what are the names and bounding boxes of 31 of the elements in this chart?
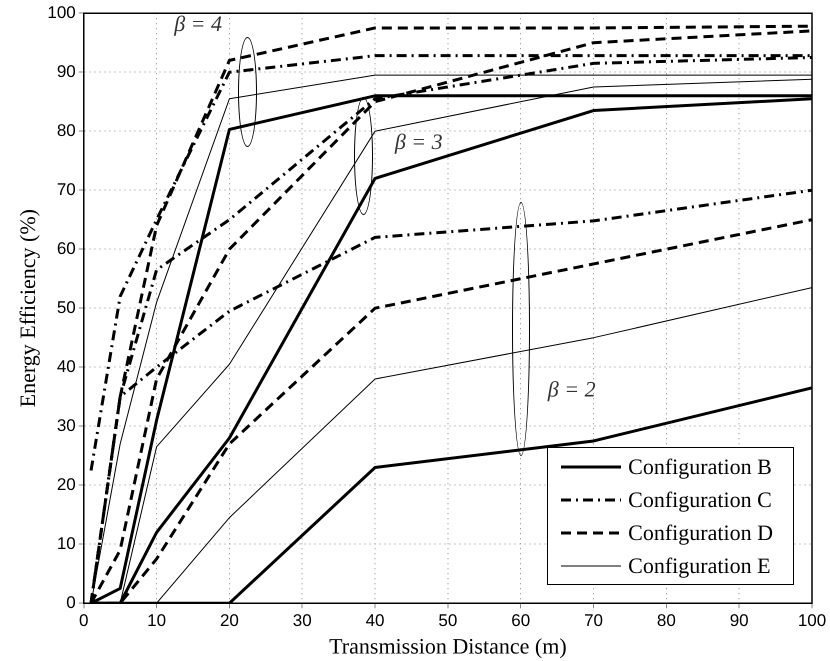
x-tick-label: 0 bbox=[79, 611, 88, 630]
x-tick-label: 70 bbox=[584, 611, 603, 630]
x-tick-label: 80 bbox=[656, 611, 676, 630]
y-tick-label: 80 bbox=[56, 120, 76, 140]
x-tick-label: 10 bbox=[147, 611, 166, 630]
x-axis-title: Transmission Distance (m) bbox=[329, 634, 567, 659]
legend-label: Configuration B bbox=[628, 454, 772, 480]
y-tick-label: 30 bbox=[56, 416, 76, 435]
annotation: β = 3 bbox=[394, 128, 443, 154]
y-tick-label: 40 bbox=[56, 356, 76, 376]
x-tick-label: 50 bbox=[438, 611, 458, 630]
annotation: β = 2 bbox=[546, 376, 596, 402]
x-tick-label: 30 bbox=[292, 611, 312, 630]
legend-label: Configuration D bbox=[628, 520, 773, 546]
x-tick-label: 90 bbox=[730, 611, 749, 630]
y-tick-label: 60 bbox=[56, 238, 76, 258]
legend-label: Configuration E bbox=[628, 552, 771, 578]
y-tick-label: 20 bbox=[56, 474, 76, 494]
y-tick-label: 90 bbox=[56, 62, 76, 81]
y-tick-label: 0 bbox=[66, 592, 76, 612]
y-tick-label: 10 bbox=[56, 534, 76, 553]
x-tick-label: 100 bbox=[798, 611, 826, 630]
y-axis-title: Energy Efficiency (%) bbox=[14, 209, 40, 408]
y-tick-label: 50 bbox=[56, 298, 76, 317]
legend-label: Configuration C bbox=[628, 486, 772, 512]
y-tick-label: 100 bbox=[47, 2, 76, 22]
x-tick-label: 40 bbox=[366, 611, 385, 630]
x-tick-label: 20 bbox=[220, 611, 239, 630]
annotation: β = 4 bbox=[173, 10, 222, 36]
y-tick-label: 70 bbox=[56, 180, 76, 199]
x-tick-label: 60 bbox=[511, 611, 530, 630]
